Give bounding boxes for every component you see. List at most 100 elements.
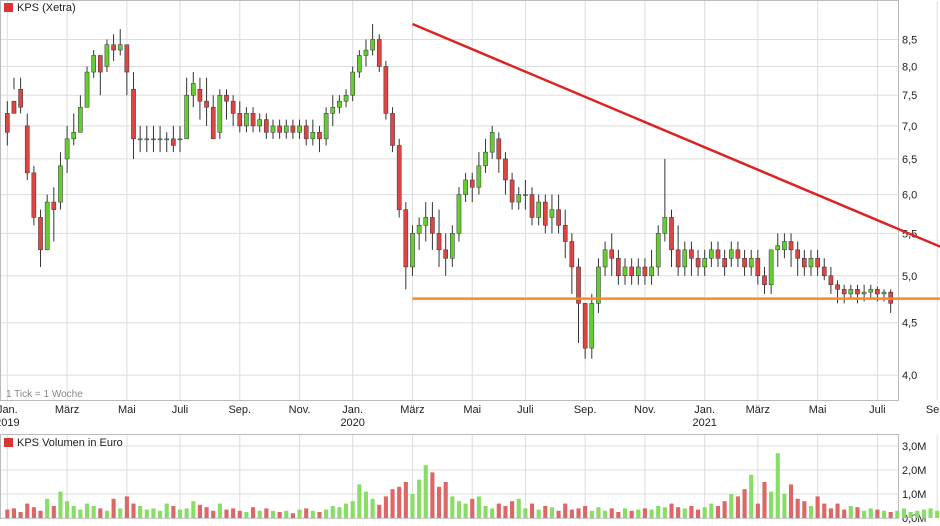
candle-body [702, 258, 708, 268]
x-tick-label: März [55, 404, 79, 416]
candle-body [204, 100, 209, 108]
volume-tick-label: 0,0M [902, 513, 926, 525]
volume-bar [496, 503, 501, 518]
volume-bar [138, 506, 143, 518]
volume-bar [244, 512, 249, 518]
volume-panel-frame [0, 434, 899, 519]
candle-body [350, 71, 356, 96]
volume-tick-label: 3,0M [902, 441, 926, 453]
volume-bar [383, 496, 388, 518]
volume-bar [337, 507, 342, 518]
candle-body [782, 241, 787, 251]
volume-bar [682, 508, 687, 518]
volume-bar [357, 484, 362, 518]
price-tick-label: 6,0 [902, 190, 917, 202]
x-tick-label: März [746, 404, 770, 416]
volume-bar [304, 508, 309, 518]
candle-body [283, 125, 289, 133]
volume-bar [45, 498, 50, 518]
x-tick-label: Jan. [694, 404, 715, 416]
volume-bar [908, 512, 913, 518]
candle-body [596, 266, 601, 304]
volume-bar [762, 482, 767, 518]
volume-bar [377, 504, 382, 518]
volume-bar [935, 510, 940, 518]
price-tick-label: 7,0 [902, 121, 917, 133]
candle-body [151, 138, 156, 141]
volume-bar [171, 506, 176, 518]
volume-bar [330, 506, 335, 518]
x-year-label: 2020 [340, 417, 364, 429]
candle-body [463, 179, 468, 195]
price-tick-label: 7,5 [902, 90, 917, 102]
candle-body [589, 303, 595, 349]
volume-bar [702, 507, 707, 518]
candle-body [815, 258, 820, 268]
volume-bar [556, 510, 561, 518]
volume-bar [715, 506, 721, 518]
volume-bar [656, 506, 661, 518]
x-tick-label: März [400, 404, 424, 416]
candle-body [363, 49, 369, 56]
volume-bar [131, 503, 136, 518]
candle-body [38, 217, 43, 251]
volume-bar [450, 496, 455, 518]
candle-body [642, 266, 648, 277]
candle-body [456, 194, 462, 234]
volume-bar [609, 508, 614, 518]
candle-body [609, 249, 615, 259]
volume-bar [111, 498, 116, 518]
x-year-label: 2019 [0, 417, 20, 429]
volume-bar [490, 508, 495, 518]
candle-body [835, 284, 840, 290]
volume-bar [104, 510, 110, 518]
volume-bar [164, 503, 169, 518]
volume-bar [589, 510, 594, 518]
volume-bar [211, 510, 216, 518]
volume-bar [25, 503, 30, 518]
volume-bar [257, 510, 262, 518]
volume-bar [144, 509, 149, 518]
candle-body [861, 291, 867, 295]
candle-body [390, 113, 395, 146]
candle-body [376, 39, 382, 67]
candle-body [735, 249, 741, 259]
candle-body [97, 55, 103, 73]
volume-legend-label: KPS Volumen in Euro [17, 437, 123, 449]
volume-bar [204, 507, 209, 518]
x-tick-label: Nov. [289, 404, 311, 416]
volume-bar [191, 501, 196, 518]
candle-body [875, 289, 880, 295]
volume-bar [735, 496, 740, 518]
volume-bar [536, 509, 541, 518]
x-tick-label: Mai [463, 404, 481, 416]
candle-body [655, 233, 661, 268]
volume-bar [65, 501, 70, 518]
candle-body [516, 194, 522, 203]
candle-body [210, 106, 216, 140]
candle-body [257, 119, 263, 127]
candle-body [330, 106, 336, 114]
volume-bar [895, 510, 900, 518]
volume-bar [317, 512, 322, 518]
volume-bar [177, 509, 183, 518]
volume-bar [58, 491, 63, 518]
candle-body [868, 289, 874, 293]
volume-bar [862, 510, 867, 518]
volume-bar [782, 494, 787, 518]
volume-bar [51, 506, 56, 518]
candle-body [649, 266, 654, 277]
candle-body [370, 39, 375, 51]
candle-body [117, 44, 123, 51]
volume-bar [709, 503, 714, 518]
x-year-label: 2021 [692, 417, 716, 429]
volume-bar [270, 510, 276, 518]
price-legend-swatch [4, 3, 13, 12]
price-tick-label: 4,0 [902, 370, 917, 382]
candle-body [137, 138, 143, 141]
candle-body [728, 249, 734, 259]
candle-body [124, 44, 130, 73]
candle-body [31, 172, 37, 218]
volume-bar [91, 506, 96, 518]
